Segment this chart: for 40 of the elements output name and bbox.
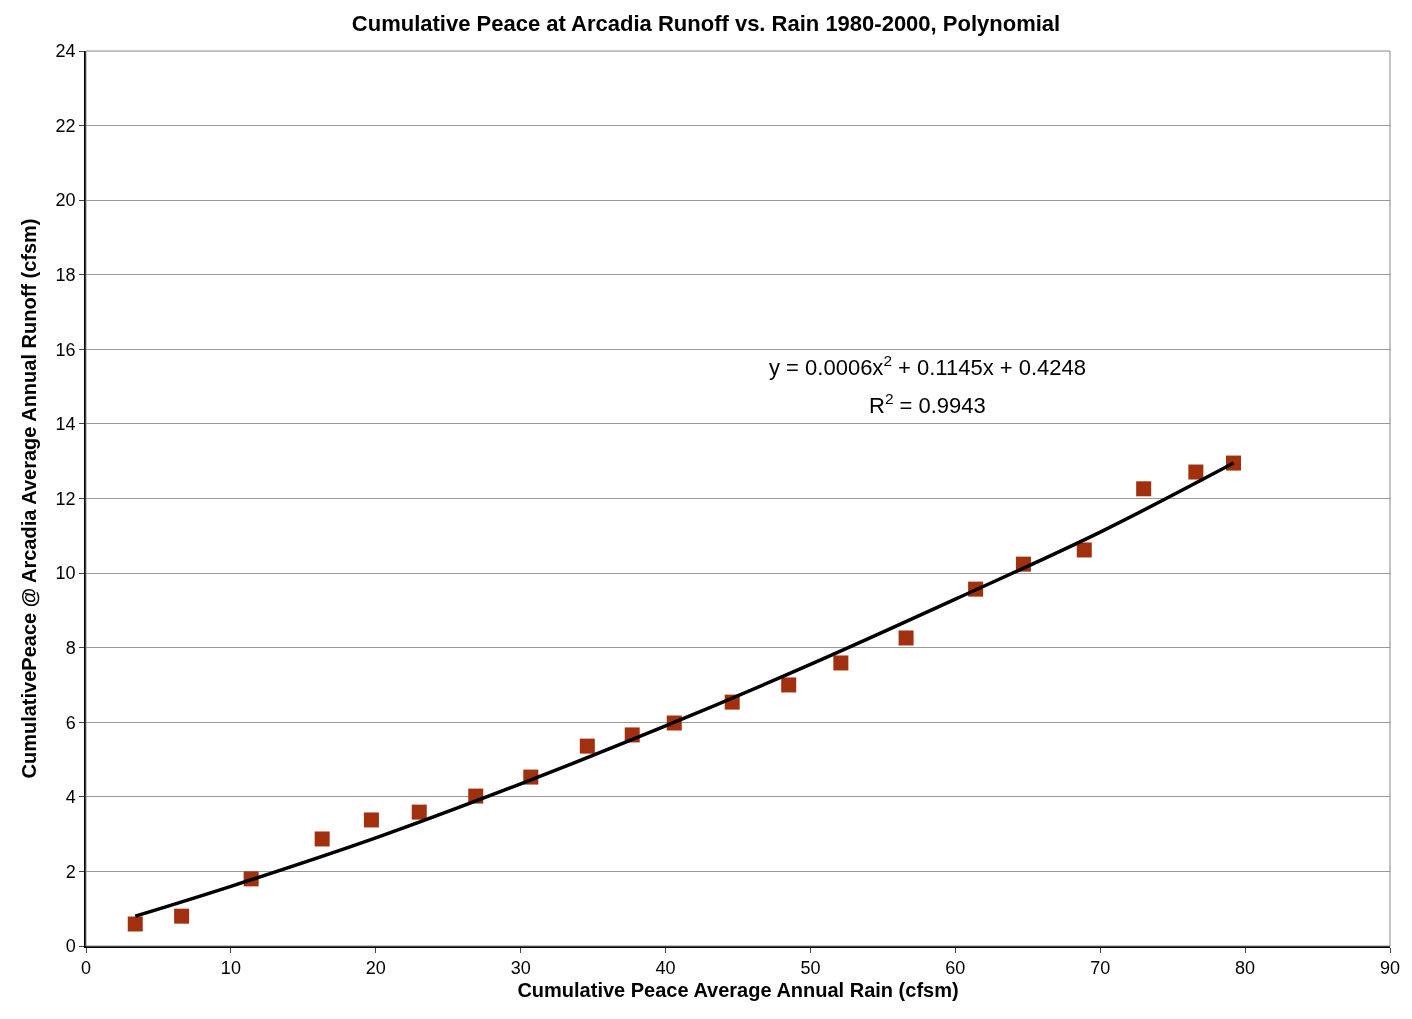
x-tick-label: 10 (220, 958, 241, 979)
x-tick-label: 60 (945, 958, 966, 979)
y-tick-label: 12 (55, 488, 76, 509)
annotation: y = 0.0006x$^{2}$ + 0.1145x + 0.4248 (769, 352, 1087, 381)
y-tick-label: 14 (55, 414, 76, 435)
y-tick-label: 22 (55, 115, 76, 136)
x-tick-label: 0 (80, 958, 92, 979)
x-tick-label: 50 (800, 958, 821, 979)
y-tick-label: 16 (55, 339, 76, 360)
x-axis-title: Cumulative Peace Average Annual Rain (cfsm) (517, 979, 959, 1002)
point (1188, 464, 1204, 480)
point (127, 916, 143, 932)
y-tick-label: 20 (55, 190, 76, 211)
x-tick-label: 20 (365, 958, 386, 979)
y-tick-label: 2 (65, 861, 76, 882)
x-tick-label: 80 (1235, 958, 1256, 979)
annotation: R$^{2}$ = 0.9943 (869, 390, 986, 419)
point (314, 831, 330, 847)
point (833, 655, 849, 671)
x-tick-label: 70 (1090, 958, 1111, 979)
y-tick-label: 4 (65, 787, 76, 808)
x-tick-label: 40 (655, 958, 676, 979)
x-tick-label: 90 (1379, 958, 1401, 979)
chart-title: Cumulative Peace at Arcadia Runoff vs. Rain 1980-2000, Polynomial (351, 10, 1061, 36)
point (1136, 481, 1152, 497)
point (898, 630, 914, 646)
point (579, 738, 595, 754)
point (781, 677, 797, 693)
y-tick-label: 24 (55, 41, 76, 62)
point (363, 812, 379, 828)
point (1076, 542, 1092, 558)
y-tick-label: 10 (55, 563, 76, 584)
y-tick-label: 8 (65, 637, 76, 658)
point (174, 908, 190, 924)
y-tick-label: 0 (65, 936, 76, 957)
x-tick-label: 30 (510, 958, 531, 979)
y-tick-label: 6 (65, 712, 76, 733)
point (411, 804, 427, 820)
y-tick-label: 18 (55, 265, 76, 286)
y-axis-title: CumulativePeace @ Arcadia Average Annual Runoff (cfsm) (17, 218, 40, 779)
